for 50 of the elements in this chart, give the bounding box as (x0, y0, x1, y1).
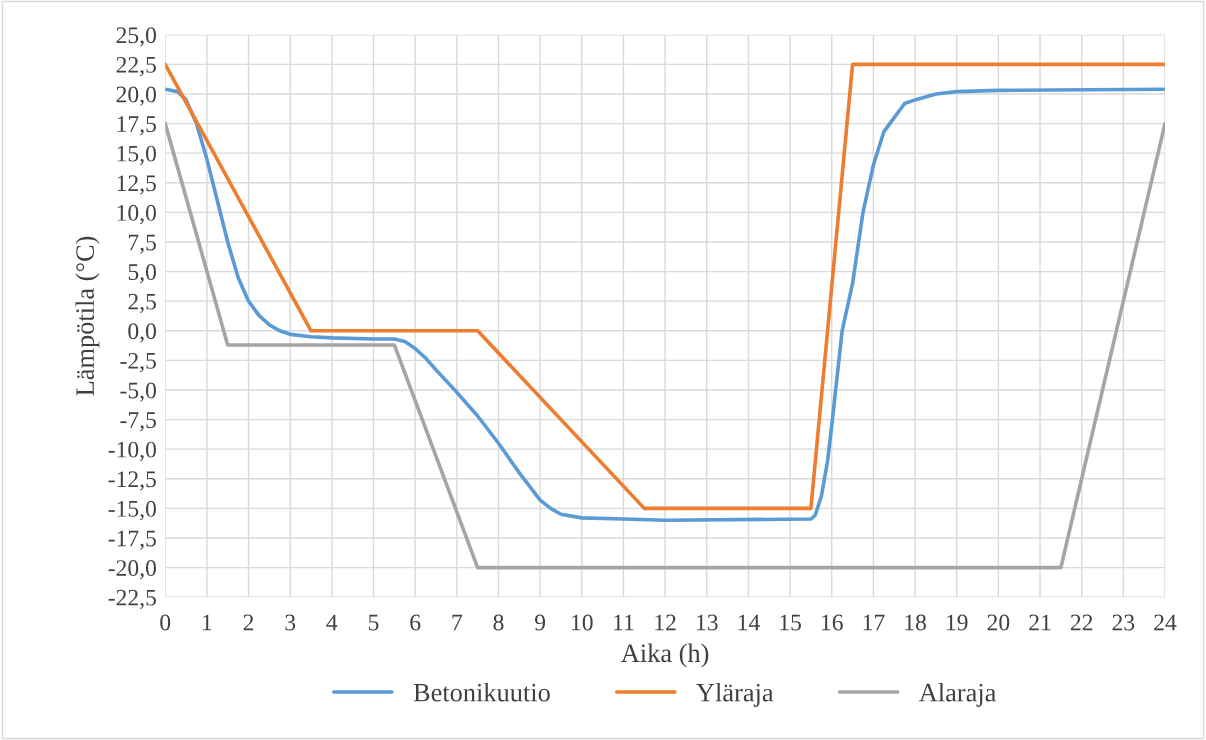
x-tick-label: 10 (572, 614, 593, 631)
y-tick-label: 0,0 (128, 323, 156, 343)
y-tick-label: -7,5 (120, 412, 156, 432)
legend-label: Yläraja (696, 682, 774, 707)
x-tick-label: 0 (160, 614, 171, 631)
y-tick-label: 25,0 (116, 27, 156, 47)
y-tick-label: 7,5 (128, 234, 156, 254)
x-tick-label: 12 (655, 614, 676, 631)
y-tick-label: -17,5 (108, 530, 156, 550)
x-tick-label: 24 (1154, 614, 1177, 631)
x-tick-label: 16 (822, 614, 843, 631)
x-tick-label: 8 (493, 614, 504, 631)
x-tick-label: 9 (534, 614, 546, 631)
y-tick-label: 2,5 (128, 293, 156, 313)
y-tick-label: -22,5 (108, 589, 156, 609)
x-tick-label: 11 (614, 614, 634, 631)
y-tick-label: 12,5 (117, 175, 156, 195)
y-tick-label: -10,0 (108, 441, 156, 461)
x-tick-label: 21 (1029, 614, 1051, 631)
legend-label: Alaraja (918, 682, 997, 707)
y-tick-label: 5,0 (128, 264, 156, 284)
y-tick-label: 15,0 (117, 145, 156, 165)
x-tick-label: 15 (780, 614, 801, 631)
x-tick-label: 7 (452, 614, 463, 631)
y-tick-label: -20,0 (108, 560, 156, 580)
x-tick-label: 6 (410, 614, 421, 631)
x-axis-title: Aika (h) (621, 643, 709, 668)
x-tick-label: 22 (1070, 614, 1093, 631)
legend-label: Betonikuutio (413, 682, 550, 702)
x-tick-label: 3 (285, 614, 296, 631)
y-tick-label: -2,5 (120, 352, 156, 373)
y-axis-title: Lämpötila (°C) (75, 236, 100, 396)
x-tick-label: 19 (946, 614, 968, 631)
x-tick-label: 4 (326, 614, 338, 631)
y-tick-label: 17,5 (117, 116, 156, 136)
x-tick-label: 1 (203, 614, 212, 631)
x-tick-label: 13 (697, 614, 718, 631)
y-tick-label: -5,0 (120, 382, 156, 402)
y-tick-label: 20,0 (116, 86, 156, 106)
x-tick-label: 23 (1112, 614, 1135, 631)
x-tick-label: 14 (738, 614, 760, 631)
y-tick-label: 22,5 (116, 56, 156, 77)
x-tick-label: 20 (987, 614, 1010, 631)
y-tick-label: 10,0 (117, 204, 156, 225)
y-tick-label: -12,5 (108, 471, 156, 491)
x-tick-label: 5 (368, 614, 379, 631)
x-tick-label: 18 (905, 614, 926, 631)
x-tick-label: 17 (863, 614, 885, 631)
x-tick-label: 2 (243, 614, 254, 631)
y-tick-label: -15,0 (108, 500, 156, 521)
